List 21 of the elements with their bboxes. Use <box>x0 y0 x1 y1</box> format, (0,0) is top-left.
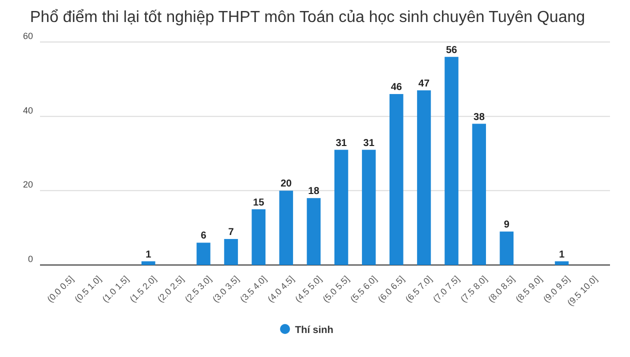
data-label: 56 <box>446 44 458 56</box>
data-label: 7 <box>228 226 234 238</box>
chart-title: Phổ điểm thi lại tốt nghiệp THPT môn Toán của học sinh chuyên Tuyên Quang <box>30 9 586 26</box>
data-label: 6 <box>200 230 207 242</box>
legend-label: Thí sinh <box>295 325 334 336</box>
data-label: 20 <box>280 178 292 190</box>
data-label: 1 <box>558 249 565 260</box>
data-label: 38 <box>474 112 486 123</box>
data-label: 31 <box>336 138 348 149</box>
data-label: 15 <box>253 197 265 208</box>
data-label: 31 <box>363 138 375 149</box>
y-tick-label: 20 <box>22 180 33 190</box>
y-tick-label: 60 <box>22 31 33 41</box>
y-tick-label: 40 <box>22 105 33 116</box>
y-tick-label: 0 <box>28 254 33 264</box>
data-label: 47 <box>418 78 430 90</box>
data-label: 1 <box>146 249 152 260</box>
x-tick-label: (0.0 0.5] <box>45 274 76 304</box>
data-label: 18 <box>308 186 320 198</box>
data-label: 46 <box>390 82 402 94</box>
data-label: 9 <box>504 220 510 231</box>
